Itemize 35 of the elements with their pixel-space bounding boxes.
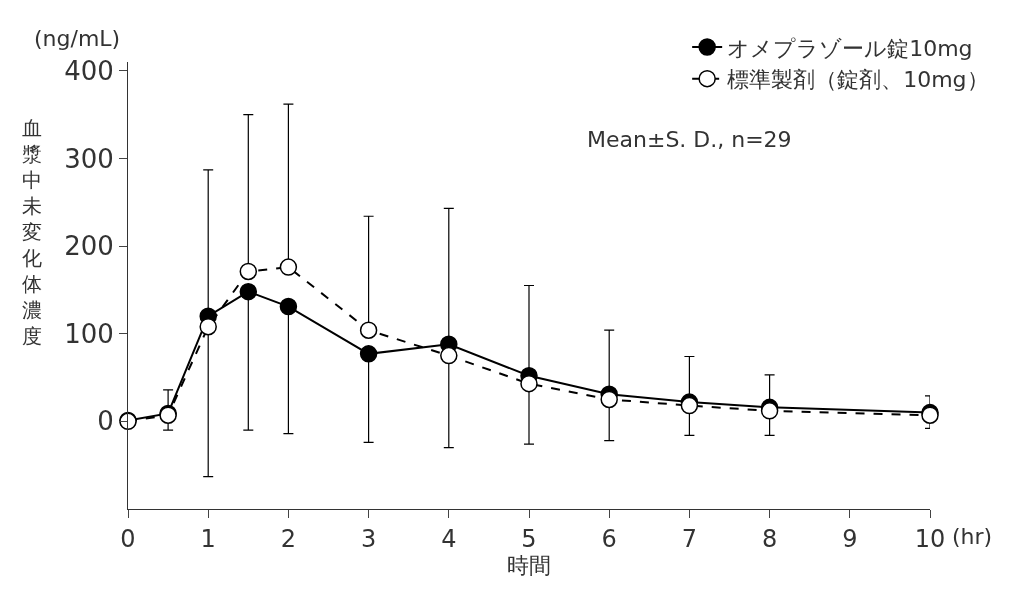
text: (ng/mL) [34, 26, 121, 51]
x-tick-label: 2 [280, 524, 297, 553]
y-tick-label: 300 [64, 143, 114, 174]
text: (hr) [952, 524, 993, 549]
x-tick-label: 10 [914, 524, 946, 553]
legend-label: 標準製剤（錠剤、10mg） [727, 67, 989, 93]
x-tick-label: 4 [441, 524, 457, 553]
x-axis-title: 時間 [507, 553, 551, 578]
x-tick-label: 8 [761, 524, 778, 553]
x-tick-label: 7 [681, 524, 698, 553]
text: 血漿中未変化体濃度 [22, 116, 42, 348]
point [199, 317, 217, 336]
x-tick-label: 9 [842, 524, 858, 553]
x-tick-label: 0 [120, 524, 136, 553]
point [239, 282, 258, 301]
point [279, 258, 298, 276]
annotation: Mean±S. D., n=29 [587, 127, 792, 152]
x-tick-label: 1 [200, 524, 216, 553]
x-tick-label: 3 [360, 524, 377, 553]
point [359, 345, 378, 363]
point [239, 262, 258, 281]
x-tick-label: 6 [601, 524, 617, 553]
x-tick-label: 5 [521, 524, 537, 553]
point [600, 390, 618, 409]
y-tick-label: 0 [97, 406, 114, 437]
point [760, 402, 779, 420]
point [440, 346, 458, 365]
point [279, 297, 298, 316]
y-tick-label: 200 [64, 231, 114, 262]
y-tick-label: 400 [64, 55, 114, 86]
legend-label: オメプラゾール錠10mg [727, 35, 973, 61]
point [359, 321, 378, 339]
y-tick-label: 100 [64, 318, 114, 349]
point [680, 396, 699, 415]
point [520, 374, 538, 393]
